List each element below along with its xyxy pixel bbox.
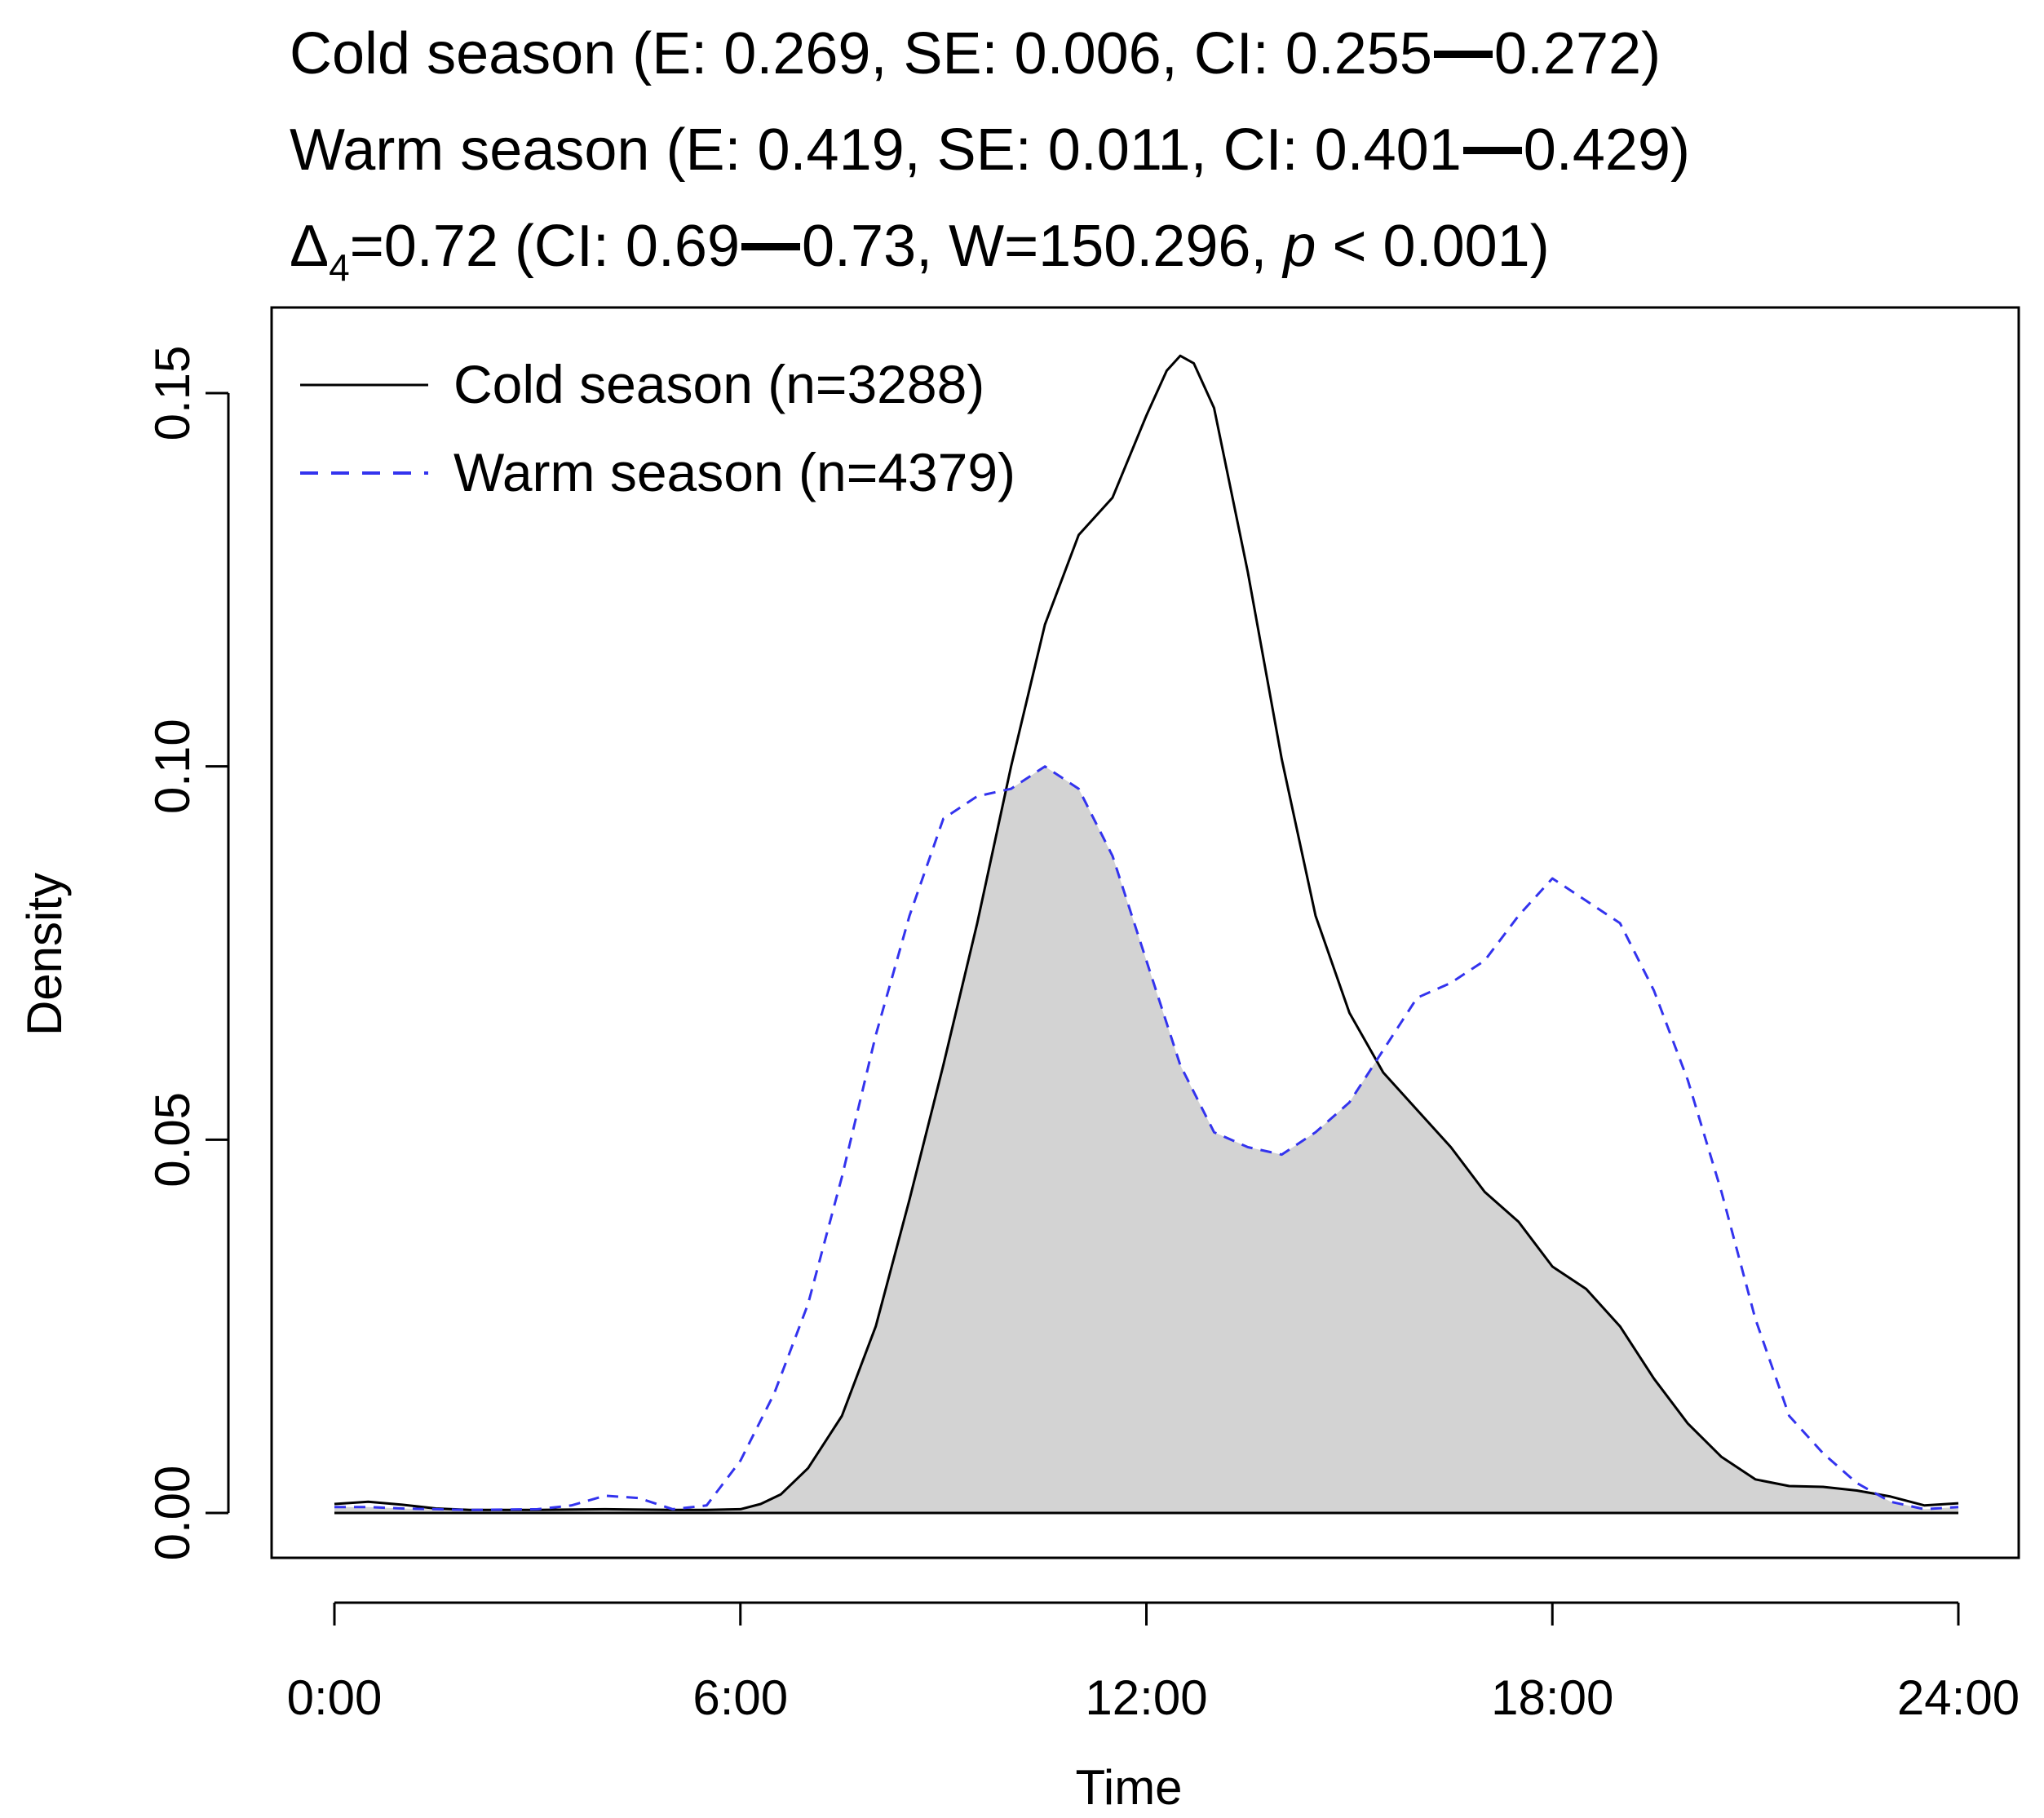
legend-warm-label: Warm season (n=4379) xyxy=(453,442,1015,502)
cold-season-line xyxy=(334,354,1959,1511)
x-axis-title: Time xyxy=(1075,1760,1182,1815)
title-warm-ci-high: 0.429) xyxy=(1523,117,1690,183)
warm-season-line xyxy=(334,765,1959,1511)
x-tick-label: 12:00 xyxy=(1085,1670,1207,1725)
title-cold-season: Cold season (E: 0.269, SE: 0.006, CI: 0.… xyxy=(290,24,1661,83)
title-cold-ci-high: 0.272) xyxy=(1493,21,1661,86)
y-tick-label: 0.10 xyxy=(145,719,200,814)
overlap-p-symbol: p xyxy=(1283,214,1316,279)
x-tick-label: 24:00 xyxy=(1897,1670,2020,1725)
title-cold-label: Cold season xyxy=(290,21,617,86)
overlap-symbol: Δ xyxy=(290,214,330,279)
title-overlap: Δ4=0.72 (CI: 0.69 0.73, W=150.296, p < 0.… xyxy=(290,214,1550,286)
title-warm-season: Warm season (E: 0.419, SE: 0.011, CI: 0.… xyxy=(290,121,1690,179)
y-axis-title: Density xyxy=(17,873,72,1036)
ci-dash-icon xyxy=(1433,51,1493,59)
plot-frame xyxy=(270,306,2020,1559)
y-tick-label: 0.05 xyxy=(145,1092,200,1188)
overlap-subscript: 4 xyxy=(329,246,350,289)
overlap-p-rest: < 0.001) xyxy=(1316,214,1550,279)
title-cold-stats: (E: 0.269, SE: 0.006, CI: 0.255 xyxy=(632,21,1432,86)
y-tick-label: 0.00 xyxy=(145,1466,200,1561)
ci-dash-icon xyxy=(1462,147,1522,155)
overlap-value: =0.72 (CI: 0.69 xyxy=(349,214,740,279)
legend-cold-label: Cold season (n=3288) xyxy=(453,354,984,414)
title-warm-label: Warm season xyxy=(290,117,650,183)
y-tick-label: 0.15 xyxy=(145,346,200,441)
ci-dash-icon xyxy=(741,243,800,251)
overlap-rest: 0.73, W=150.296, xyxy=(802,214,1284,279)
x-tick-label: 18:00 xyxy=(1491,1670,1613,1725)
x-tick-label: 6:00 xyxy=(692,1670,788,1725)
title-warm-stats: (E: 0.419, SE: 0.011, CI: 0.401 xyxy=(666,117,1462,183)
overlap-area xyxy=(334,766,1958,1513)
x-tick-label: 0:00 xyxy=(287,1670,383,1725)
